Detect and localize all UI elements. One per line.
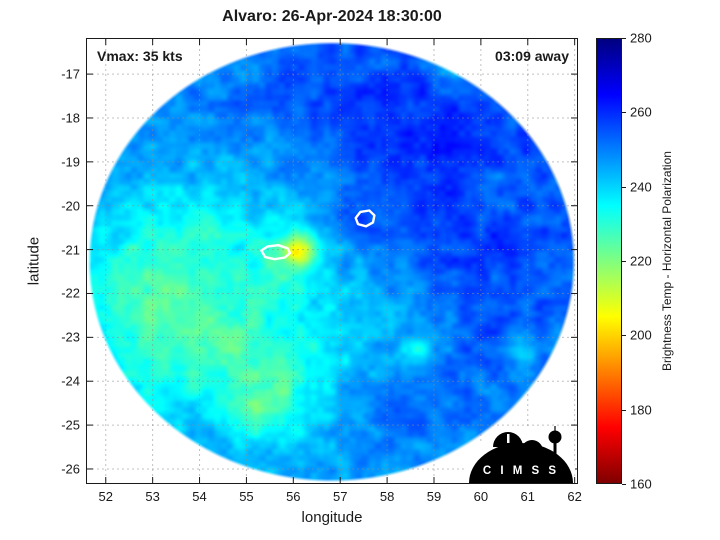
x-tick-label: 60 <box>473 489 489 504</box>
colorbar-tick-label: 240 <box>630 179 652 195</box>
x-tick-label: 61 <box>520 489 535 504</box>
colorbar-tick-mark <box>622 484 626 485</box>
colorbar-tick-label: 200 <box>630 327 652 343</box>
water-tower-tank-icon <box>548 430 562 444</box>
y-tick-label: -18 <box>61 110 80 126</box>
x-tick-label: 59 <box>426 489 442 504</box>
y-axis-label: latitude <box>25 236 43 286</box>
cimss-logo: C I M S S <box>467 426 575 483</box>
colorbar-tick-mark <box>622 261 626 262</box>
x-axis-label: longitude <box>301 509 363 526</box>
dome-slit-icon <box>507 434 510 443</box>
y-tick-label: -26 <box>61 461 80 477</box>
colorbar-label: Brightness Temp - Horizontal Polarizatio… <box>660 151 674 371</box>
colorbar-tick-label: 220 <box>630 253 652 269</box>
colorbar-tick-label: 280 <box>630 30 652 46</box>
time-offset-annotation: 03:09 away <box>495 48 569 64</box>
colorbar-tick-mark <box>622 186 626 188</box>
satellite-brightness-temp-image <box>87 39 577 483</box>
y-tick-label: -22 <box>61 285 80 301</box>
colorbar-tick-mark <box>622 112 626 114</box>
x-tick-label: 53 <box>145 489 160 504</box>
logo-text: C I M S S <box>483 465 559 477</box>
x-tick-label: 62 <box>567 489 582 504</box>
y-tick-label: -24 <box>61 373 80 389</box>
y-tick-label: -17 <box>61 66 80 82</box>
y-tick-label: -23 <box>61 329 80 345</box>
colorbar <box>596 38 622 484</box>
colorbar-tick-mark <box>622 409 626 411</box>
colorbar-tick-mark <box>622 38 626 39</box>
water-tower-leg-icon <box>553 439 557 454</box>
grid-and-contours-overlay <box>87 39 577 483</box>
x-tick-label: 56 <box>286 489 301 504</box>
colorbar-tick-label: 160 <box>630 476 652 492</box>
y-tick-label: -19 <box>61 154 80 170</box>
vmax-annotation: Vmax: 35 kts <box>97 48 183 64</box>
west-contour <box>260 244 292 261</box>
logo-base-dome <box>469 443 573 483</box>
y-tick-label: -21 <box>61 242 80 258</box>
plot-area: C I M S S Vmax: 35 kts 03:09 away <box>86 38 578 484</box>
x-tick-label: 55 <box>239 489 254 504</box>
colorbar-tick-label: 260 <box>630 104 652 120</box>
x-tick-label: 57 <box>332 489 348 504</box>
y-tick-label: -25 <box>61 417 80 433</box>
plot-title: Alvaro: 26-Apr-2024 18:30:00 <box>222 8 442 25</box>
y-tick-label: -20 <box>61 198 80 214</box>
water-tower-antenna-icon <box>554 426 556 432</box>
x-tick-label: 54 <box>192 489 207 504</box>
east-contour <box>354 209 376 228</box>
x-tick-label: 52 <box>98 489 113 504</box>
colorbar-tick-label: 180 <box>630 402 652 418</box>
colorbar-tick-mark <box>622 335 626 337</box>
x-tick-label: 58 <box>379 489 395 504</box>
